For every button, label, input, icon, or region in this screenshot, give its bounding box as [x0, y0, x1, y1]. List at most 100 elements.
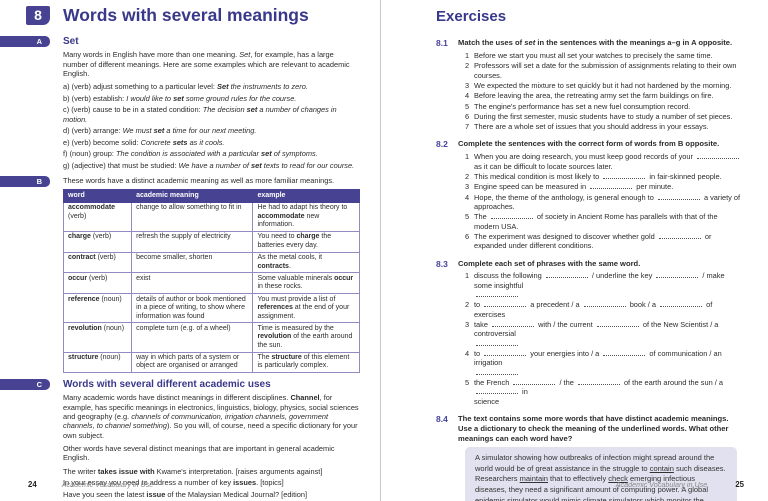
item-number: 4	[465, 349, 470, 359]
page-number-left: 24	[28, 480, 37, 489]
exercise-number: 8.4	[436, 414, 448, 425]
item-number: 3	[465, 320, 470, 330]
unit-header: 8 Words with several meanings	[26, 5, 360, 25]
exercise-item: 3 take with / the current of the New Sci…	[458, 320, 744, 348]
exercise-item: 3 Engine speed can be measured in per mi…	[458, 182, 744, 191]
vocab-table-row: reference (noun) details of author or bo…	[62, 293, 360, 324]
exercise-item: 2 to a precedent / a book / a of exercis…	[458, 300, 744, 319]
item-text: the French / the of the earth around the…	[474, 378, 723, 406]
section-c: C Words with several different academic …	[0, 379, 360, 501]
section-tab-b: B	[0, 175, 50, 187]
exercise-item: 4 Hope, the theme of the anthology, is g…	[458, 193, 744, 212]
section-c-para2: Other words have several distinct meanin…	[63, 443, 335, 463]
exercise-item: 6 During the first semester, music stude…	[458, 112, 744, 121]
left-page-content: 8 Words with several meanings A Set Many…	[0, 0, 380, 501]
meaning-cell: refresh the supply of electricity	[131, 230, 254, 253]
usage-examples-list: The writer takes issue with Kwame's inte…	[63, 467, 360, 501]
exercise-item: 3 We expected the mixture to set quickly…	[458, 81, 744, 90]
meaning-cell: become smaller, shorten	[131, 251, 254, 274]
vocab-table: word academic meaning example accommodat…	[62, 189, 360, 374]
item-text: There are a whole set of issues that you…	[474, 122, 709, 132]
section-c-heading: Words with several different academic us…	[63, 379, 271, 391]
exercises-title: Exercises	[436, 8, 507, 25]
example-cell: He had to adapt his theory to accommodat…	[252, 201, 360, 232]
item-number: 5	[465, 378, 470, 388]
vocab-table-row: structure (noun) way in which parts of a…	[62, 351, 360, 374]
item-text: We expected the mixture to set quickly b…	[474, 80, 732, 90]
example-cell: You need to charge the batteries every d…	[252, 230, 360, 253]
section-a-heading: Set	[63, 36, 79, 48]
item-text: The engine's performance has set a new f…	[474, 101, 691, 111]
example-cell: As the metal cools, it contracts.	[252, 251, 360, 274]
section-b-intro: These words have a distinct academic mea…	[63, 175, 335, 185]
word-cell: contract (verb)	[62, 251, 133, 274]
exercise-number: 8.2	[436, 139, 448, 150]
right-page-content: Exercises 8.1 Match the uses of set in t…	[381, 0, 768, 501]
word-cell: occur (verb)	[62, 272, 133, 295]
exercise-item: 4 Before leaving the area, the retreatin…	[458, 91, 744, 100]
meaning-cell: change to allow something to fit in	[131, 201, 254, 232]
item-number: 3	[465, 182, 470, 192]
item-number: 3	[465, 80, 470, 90]
word-cell: structure (noun)	[62, 351, 133, 374]
book-title-right: Academic Vocabulary in Use	[615, 480, 708, 489]
definition-item: c) (verb) cause to be in a stated condit…	[63, 105, 337, 124]
item-text: take with / the current of the New Scien…	[474, 320, 744, 348]
unit-number-badge: 8	[26, 6, 50, 25]
exercise-item: 2 Professors will set a date for the sub…	[458, 61, 744, 80]
exercise-item: 7 There are a whole set of issues that y…	[458, 122, 744, 131]
exercise-items: 1 discuss the following / underline the …	[458, 271, 744, 406]
word-cell: charge (verb)	[62, 230, 133, 253]
exercise-item: 1 When you are doing research, you must …	[458, 152, 744, 171]
section-b: B These words have a distinct academic m…	[0, 175, 360, 374]
section-a: A Set Many words in English have more th…	[0, 36, 360, 170]
set-definitions-list: a) (verb) adjust something to a particul…	[63, 82, 360, 170]
section-c-para1: Many academic words have distinct meanin…	[63, 393, 359, 440]
unit-title: Words with several meanings	[63, 5, 309, 25]
example-cell: Some valuable minerals occur in these ro…	[252, 272, 360, 295]
column-header-example: example	[252, 189, 360, 203]
usage-example: The writer takes issue with Kwame's inte…	[63, 466, 323, 476]
exercise-instruction: Complete the sentences with the correct …	[458, 139, 720, 149]
example-cell: Time is measured by the revolution of th…	[252, 322, 360, 353]
definition-item: g) (adjective) that must be studied: We …	[63, 160, 355, 170]
item-number: 1	[465, 152, 470, 162]
item-number: 5	[465, 212, 470, 222]
item-text: The of society in Ancient Rome has paral…	[474, 212, 718, 231]
column-header-word: word	[62, 189, 133, 203]
meaning-cell: complete turn (e.g. of a wheel)	[131, 322, 254, 353]
item-number: 5	[465, 101, 470, 111]
exercise-item: 5 The of society in Ancient Rome has par…	[458, 212, 744, 231]
meaning-cell: exist	[131, 272, 254, 295]
item-number: 2	[465, 300, 470, 310]
section-a-intro: Many words in English have more than one…	[63, 50, 350, 78]
vocab-table-row: charge (verb) refresh the supply of elec…	[62, 230, 360, 253]
exercise-items: 1 Before we start you must all set your …	[458, 51, 744, 132]
exercise-number: 8.3	[436, 258, 448, 269]
item-text: When you are doing research, you must ke…	[474, 152, 744, 171]
usage-example: Have you seen the latest issue of the Ma…	[63, 489, 308, 499]
column-header-meaning: academic meaning	[131, 189, 254, 203]
exercise-item: 5 the French / the of the earth around t…	[458, 378, 744, 406]
item-text: Professors will set a date for the submi…	[474, 61, 737, 80]
page-left: 8 Words with several meanings A Set Many…	[0, 0, 381, 501]
word-cell: revolution (noun)	[62, 322, 133, 353]
exercise-number: 8.1	[436, 38, 448, 48]
item-number: 6	[465, 111, 470, 121]
definition-item: e) (verb) become solid: Concrete sets as…	[63, 137, 225, 147]
vocab-table-row: accommodate (verb) change to allow somet…	[62, 201, 360, 232]
item-text: Hope, the theme of the anthology, is gen…	[474, 192, 741, 211]
definition-item: f) (noun) group: The condition is associ…	[63, 149, 318, 159]
example-cell: The structure of this element is particu…	[252, 351, 360, 374]
page-footer-right: Academic Vocabulary in Use 25	[616, 480, 744, 489]
exercise-item: 6 The experiment was designed to discove…	[458, 232, 744, 251]
exercise-item: 1 Before we start you must all set your …	[458, 51, 744, 60]
item-text: Before we start you must all set your wa…	[474, 50, 713, 60]
exercise-item: 1 discuss the following / underline the …	[458, 271, 744, 299]
exercise-instruction: The text contains some more words that h…	[458, 414, 729, 443]
item-text: This medical condition is most likely to…	[474, 172, 722, 181]
meaning-cell: details of author or book mentioned in a…	[131, 293, 254, 324]
item-number: 2	[465, 172, 470, 181]
exercise-item: 2 This medical condition is most likely …	[458, 172, 744, 181]
